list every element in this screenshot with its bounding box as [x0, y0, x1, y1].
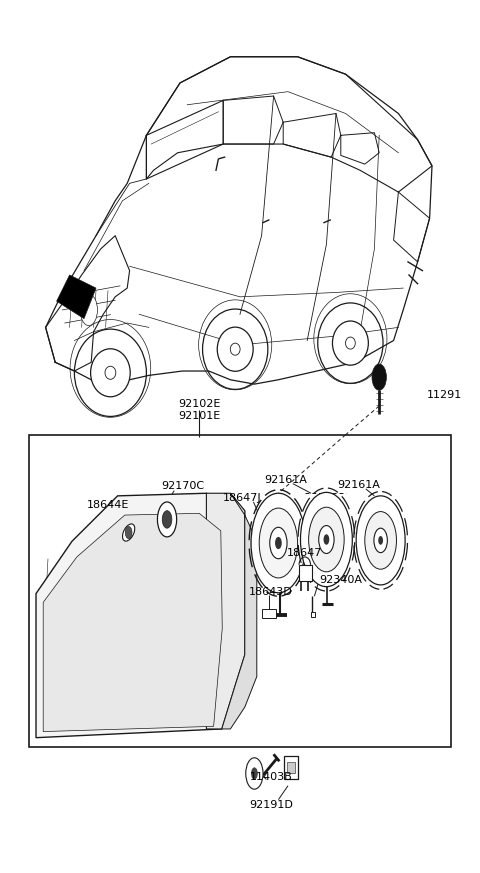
- Text: 92101E: 92101E: [178, 411, 220, 422]
- Polygon shape: [57, 275, 96, 319]
- Polygon shape: [206, 493, 245, 729]
- Text: 11291: 11291: [427, 390, 462, 401]
- Circle shape: [324, 534, 329, 545]
- Ellipse shape: [230, 343, 240, 355]
- Circle shape: [251, 767, 258, 780]
- Circle shape: [356, 496, 405, 585]
- Circle shape: [372, 364, 386, 390]
- Circle shape: [162, 511, 172, 528]
- Text: 92102E: 92102E: [178, 399, 220, 409]
- Text: 92340A: 92340A: [319, 574, 362, 585]
- Bar: [311, 612, 315, 617]
- Circle shape: [309, 507, 344, 572]
- Polygon shape: [43, 513, 222, 732]
- Circle shape: [80, 294, 97, 326]
- Text: 11403B: 11403B: [250, 772, 293, 782]
- Text: 18647: 18647: [287, 548, 323, 559]
- Circle shape: [251, 493, 306, 593]
- Text: 92191D: 92191D: [249, 800, 293, 810]
- Text: 18643D: 18643D: [249, 587, 293, 597]
- Bar: [287, 762, 295, 773]
- Circle shape: [157, 502, 177, 537]
- Circle shape: [378, 536, 383, 545]
- Text: 92161A: 92161A: [264, 475, 307, 485]
- Polygon shape: [222, 493, 257, 729]
- Circle shape: [270, 527, 287, 559]
- Circle shape: [259, 508, 298, 578]
- Circle shape: [125, 526, 132, 539]
- Ellipse shape: [333, 321, 368, 365]
- Text: 92170C: 92170C: [161, 481, 204, 491]
- Circle shape: [374, 528, 387, 553]
- Ellipse shape: [217, 327, 253, 371]
- Ellipse shape: [105, 367, 116, 380]
- Bar: [299, 565, 312, 581]
- Circle shape: [300, 492, 352, 587]
- Ellipse shape: [122, 524, 135, 541]
- Text: 92161A: 92161A: [337, 480, 381, 491]
- Bar: [284, 756, 298, 779]
- Circle shape: [319, 526, 334, 553]
- Text: 18647J: 18647J: [223, 492, 262, 503]
- Circle shape: [275, 537, 282, 549]
- Ellipse shape: [346, 337, 355, 349]
- Circle shape: [246, 758, 263, 789]
- Ellipse shape: [91, 348, 130, 396]
- Text: 18644E: 18644E: [87, 499, 129, 510]
- Bar: [29, 435, 451, 747]
- Bar: [262, 609, 276, 618]
- Polygon shape: [36, 493, 235, 738]
- Circle shape: [365, 512, 396, 569]
